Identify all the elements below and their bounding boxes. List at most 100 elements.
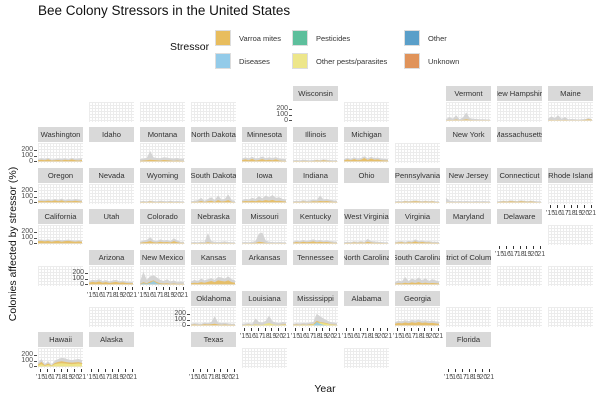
total-area (242, 315, 286, 326)
y-tick-mark (34, 190, 37, 192)
x-tick-mark (176, 287, 178, 290)
x-tick-mark (410, 328, 412, 331)
area-plot (89, 279, 133, 285)
varroa-area (446, 119, 490, 121)
total-area (395, 239, 439, 244)
area-plot (38, 157, 82, 162)
x-tick-mark (162, 287, 164, 290)
x-tick-label: '16 (399, 333, 409, 340)
area-plot (38, 357, 82, 367)
varroa-area (140, 159, 184, 162)
x-tick-mark (591, 205, 592, 208)
strip-label: California (44, 212, 77, 221)
facet-strip-nevada: Nevada (89, 168, 134, 183)
x-tick-mark (91, 369, 92, 372)
facet-strip-colorado: Colorado (140, 209, 185, 224)
area-plot (395, 239, 439, 244)
legend-label: Pesticides (316, 34, 351, 43)
x-tick-label: '20 (529, 251, 539, 258)
x-tick-mark (183, 287, 184, 290)
strip-label: Delaware (503, 212, 536, 221)
y-tick-mark (85, 272, 88, 274)
x-tick-mark (475, 369, 477, 372)
x-tick-label: '20 (274, 333, 284, 340)
state-panel (548, 102, 593, 122)
state-panel (395, 184, 440, 204)
x-tick-label: '21 (281, 333, 291, 340)
x-tick-mark (454, 369, 456, 372)
x-tick-mark (329, 328, 331, 331)
x-tick-mark (104, 287, 106, 290)
x-tick-label: '18 (158, 292, 168, 299)
x-tick-mark (584, 205, 586, 208)
x-tick-label: '20 (325, 333, 335, 340)
state-panel (242, 307, 287, 327)
state-panel (395, 266, 440, 286)
x-tick-mark (352, 328, 354, 331)
x-tick-mark (118, 287, 120, 290)
total-area (242, 194, 286, 203)
strip-label: Washington (40, 130, 81, 139)
y-tick-mark (34, 155, 37, 157)
strip-label: Kansas (200, 253, 227, 262)
x-tick-mark (336, 328, 337, 331)
strip-label: Idaho (101, 130, 121, 139)
varroa-area (140, 201, 184, 203)
facet-strip-south-dakota: South Dakota (191, 168, 236, 183)
strip-label: North Carolina (344, 253, 389, 262)
area-plot (497, 200, 541, 203)
total-area (242, 232, 286, 244)
x-tick-mark (125, 369, 127, 372)
x-axis-title: Year (314, 383, 336, 395)
strip-label: Arizona (98, 253, 125, 262)
empty-panel (89, 307, 134, 327)
legend-key-diseases (215, 53, 231, 69)
x-tick-mark (577, 205, 579, 208)
varroa-area (191, 323, 235, 326)
x-tick-mark (397, 328, 398, 331)
empty-panel (446, 307, 491, 327)
x-tick-mark (556, 205, 558, 208)
varroa-area (89, 281, 133, 285)
x-tick-mark (461, 369, 463, 372)
x-tick-label: '16 (501, 251, 511, 258)
empty-panel (38, 266, 83, 286)
x-tick-label: '15 (240, 333, 250, 340)
empty-panel (89, 102, 134, 122)
x-tick-mark (81, 369, 82, 372)
other-pests-area (38, 363, 82, 367)
state-panel (191, 266, 236, 286)
strip-label: Connecticut (499, 171, 540, 180)
y-tick-mark (34, 354, 37, 356)
x-tick-mark (125, 287, 127, 290)
total-area (140, 151, 184, 162)
x-tick-mark (206, 369, 208, 372)
strip-label: Tennessee (297, 253, 334, 262)
y-tick-mark (289, 114, 292, 116)
strip-label: North Dakota (191, 130, 236, 139)
empty-panel (548, 184, 593, 204)
legend-key-other (404, 30, 420, 46)
x-tick-label: '21 (587, 210, 597, 217)
x-tick-mark (563, 205, 565, 208)
empty-panel (446, 266, 491, 286)
x-tick-mark (387, 328, 388, 331)
strip-label: Maryland (452, 212, 485, 221)
state-panel (140, 143, 185, 163)
strip-label: Alabama (351, 294, 382, 303)
x-tick-mark (301, 328, 303, 331)
x-tick-mark (570, 205, 572, 208)
x-tick-label: '15 (393, 333, 403, 340)
strip-label: Missouri (250, 212, 279, 221)
state-panel (293, 225, 338, 245)
strip-label: Minnesota (246, 130, 283, 139)
strip-label: New Hampshire (497, 89, 542, 98)
total-area (191, 233, 235, 244)
x-tick-mark (448, 369, 449, 372)
x-tick-label: '18 (362, 333, 372, 340)
facet-strip-florida: Florida (446, 332, 491, 347)
chart-title: Bee Colony Stressors in the United State… (38, 3, 291, 18)
y-tick-label: 200 (21, 187, 33, 195)
y-tick-mark (34, 243, 37, 245)
strip-label: Oklahoma (196, 294, 231, 303)
